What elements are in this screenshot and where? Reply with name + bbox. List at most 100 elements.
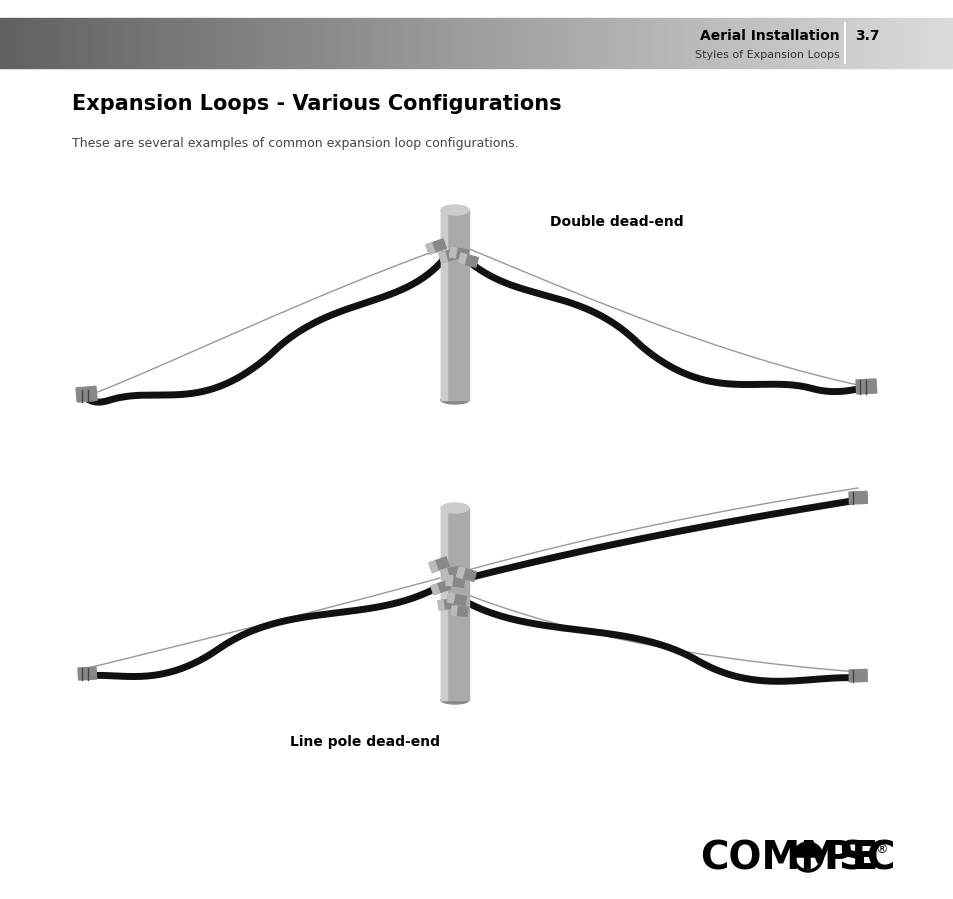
Bar [841,18,845,68]
Bar [150,18,152,68]
Bar [734,18,737,68]
Bar [629,18,632,68]
Bar [172,18,174,68]
Bar [327,18,331,68]
Bar [124,18,127,68]
Bar [314,18,317,68]
Ellipse shape [440,396,469,404]
Bar [426,239,446,254]
Bar [822,18,826,68]
Bar [117,18,121,68]
Bar [31,18,35,68]
Bar [645,18,648,68]
Bar [455,18,457,68]
Bar [493,18,496,68]
Bar [295,18,298,68]
Bar [801,18,803,68]
Bar [305,18,308,68]
Bar [340,18,343,68]
Bar [184,18,188,68]
Bar [152,18,155,68]
Bar [78,667,96,680]
Bar [877,18,880,68]
Bar [474,18,476,68]
Bar [73,18,76,68]
Bar [515,18,517,68]
Bar [133,18,136,68]
Bar [483,18,486,68]
Bar [283,18,286,68]
Ellipse shape [440,696,469,704]
Text: Aerial Installation: Aerial Installation [700,29,840,43]
Bar [658,18,660,68]
Bar [632,18,636,68]
Bar [464,18,467,68]
Bar [7,18,10,68]
Bar [934,18,937,68]
Bar [16,18,19,68]
Bar [498,18,502,68]
Bar [26,18,29,68]
Bar [432,18,436,68]
Bar [451,606,468,617]
Bar [848,18,851,68]
Bar [203,18,207,68]
Bar [38,18,41,68]
Bar [321,18,324,68]
Bar [54,18,57,68]
Bar [848,670,866,682]
Bar [610,18,613,68]
Bar [641,18,645,68]
Bar [407,18,410,68]
Bar [95,18,98,68]
Bar [289,18,293,68]
Bar [880,18,883,68]
Text: COMMSC: COMMSC [700,839,895,877]
Bar [197,18,200,68]
Bar [375,18,378,68]
Bar [607,18,610,68]
Bar [346,18,350,68]
Bar [210,18,213,68]
Bar [102,18,105,68]
Bar [213,18,216,68]
Bar [193,18,197,68]
Bar [219,18,222,68]
Bar [931,18,934,68]
Bar [619,18,622,68]
Bar [229,18,232,68]
Bar [112,18,114,68]
Bar [317,18,321,68]
Bar [251,18,254,68]
Bar [540,18,543,68]
Bar [394,18,397,68]
Bar [121,18,124,68]
Bar [594,18,598,68]
Bar [456,567,476,582]
Bar [686,18,689,68]
Bar [512,18,515,68]
Bar [241,18,245,68]
Bar [270,18,274,68]
Bar [79,18,83,68]
Bar [915,18,918,68]
Bar [235,18,238,68]
Bar [617,18,619,68]
Bar [922,18,924,68]
Bar [502,18,505,68]
Bar [534,18,537,68]
Bar [460,18,464,68]
Bar [613,18,617,68]
Bar [136,18,140,68]
Bar [556,18,559,68]
Bar [293,18,295,68]
Bar [572,18,575,68]
Bar [369,18,372,68]
Bar [274,18,276,68]
Bar [279,18,283,68]
Bar [191,18,193,68]
Bar [581,18,584,68]
Bar [781,18,784,68]
Bar [807,18,810,68]
Bar [496,18,498,68]
